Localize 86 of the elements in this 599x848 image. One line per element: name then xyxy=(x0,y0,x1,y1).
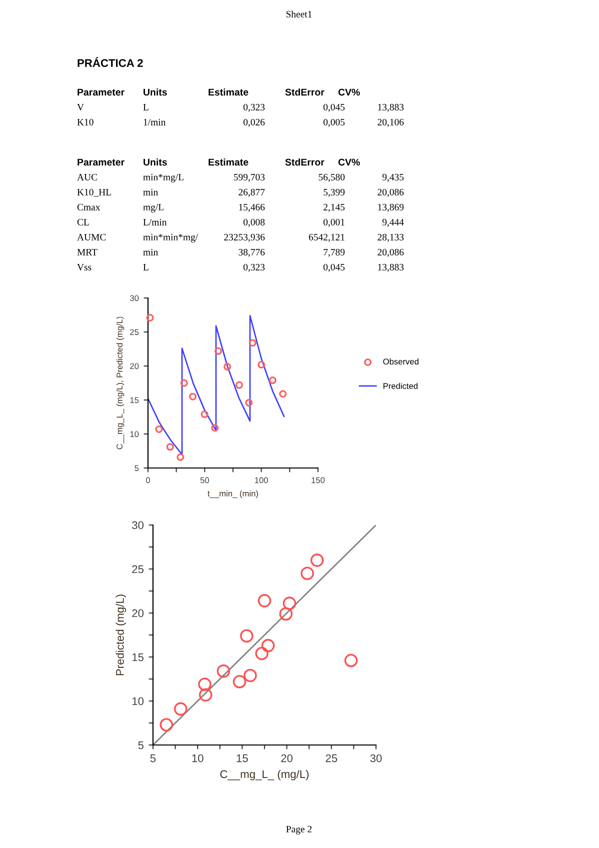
text: 0,323 xyxy=(243,104,265,112)
text: 5,399 xyxy=(324,188,345,197)
text: Estimate xyxy=(208,158,248,166)
x-axis-title: C__mg_L_ (mg/L) xyxy=(220,770,309,780)
text: 9,435 xyxy=(382,174,404,182)
y-tick-label: 5 xyxy=(138,741,144,750)
text: Parameter xyxy=(78,88,124,96)
text: 9,444 xyxy=(382,218,404,227)
text: K10 xyxy=(77,118,94,126)
text: 13,883 xyxy=(378,264,404,272)
text: 23253,936 xyxy=(224,234,265,242)
text: min*min*mg/ xyxy=(143,234,198,242)
text: 599,703 xyxy=(234,174,265,182)
text: PRÁCTICA 2 xyxy=(78,57,143,67)
legend-label: Predicted xyxy=(384,382,418,389)
text: min*mg/L xyxy=(143,174,184,182)
text: CL xyxy=(77,218,89,226)
text: 13,869 xyxy=(378,204,404,212)
x-tick-label: 0 xyxy=(146,477,150,484)
x-tick-label: 15 xyxy=(236,754,248,762)
text: 20,086 xyxy=(378,188,404,197)
x-tick-label: 20 xyxy=(281,754,293,762)
y-tick-label: 20 xyxy=(132,609,144,618)
text: MRT xyxy=(77,248,98,256)
x-tick-label: 50 xyxy=(200,477,209,484)
x-tick-label: 30 xyxy=(370,754,382,762)
text: 0,001 xyxy=(323,218,344,227)
text: 38,776 xyxy=(238,248,265,257)
text: StdError xyxy=(285,158,324,166)
legend-label: Observed xyxy=(383,358,418,365)
text: 6542,121 xyxy=(308,234,344,242)
text: 0,323 xyxy=(243,264,265,272)
text: Cmax xyxy=(77,204,100,210)
y-tick-label: 5 xyxy=(134,465,139,472)
text: Units xyxy=(144,158,167,166)
text: Parameter xyxy=(78,158,124,166)
text: 0,026 xyxy=(243,118,265,127)
text: Page 2 xyxy=(286,826,312,834)
y-tick-label: 30 xyxy=(132,521,144,530)
text: L xyxy=(143,264,148,270)
y-axis-title: Predicted (mg/L) xyxy=(116,594,126,676)
x-tick-label: 5 xyxy=(150,754,156,762)
y-tick-label: 15 xyxy=(130,397,139,404)
x-tick-label: 100 xyxy=(255,477,268,484)
x-tick-label: 150 xyxy=(312,477,325,484)
text: 20,086 xyxy=(378,248,404,257)
text: mg/L xyxy=(143,204,164,212)
text: L/min xyxy=(143,218,167,226)
text: 28,133 xyxy=(378,234,404,242)
text: 0,005 xyxy=(323,118,345,127)
text: K10_HL xyxy=(77,188,111,197)
text: 26,877 xyxy=(238,188,265,197)
text: V xyxy=(77,104,84,110)
text: 0,045 xyxy=(323,264,345,272)
text: Estimate xyxy=(208,88,248,96)
y-tick-label: 25 xyxy=(130,329,139,336)
y-tick-label: 10 xyxy=(130,431,139,438)
y-tick-label: 30 xyxy=(130,295,139,302)
y-tick-label: 25 xyxy=(132,565,144,574)
text: CV% xyxy=(338,88,360,96)
text: min xyxy=(143,248,158,256)
text: 7,789 xyxy=(324,248,345,257)
x-tick-label: 25 xyxy=(326,754,338,762)
x-axis-title: t__min_ (min) xyxy=(208,490,258,498)
text: 0,045 xyxy=(323,104,345,112)
text: AUMC xyxy=(77,234,106,240)
y-tick-label: 20 xyxy=(130,363,139,370)
x-tick-label: 10 xyxy=(192,754,204,762)
y-axis-title: C__mg_L_ (mg/L), Predicted (mg/L) xyxy=(116,316,124,450)
y-tick-label: 10 xyxy=(132,697,144,706)
y-tick-label: 15 xyxy=(132,653,144,662)
text: 13,883 xyxy=(378,104,404,112)
text: StdError xyxy=(285,88,324,96)
text: 20,106 xyxy=(378,118,404,127)
text: Vss xyxy=(77,264,92,270)
text: 15,466 xyxy=(239,204,265,212)
text: min xyxy=(143,188,158,196)
text: AUC xyxy=(77,174,97,180)
text: CV% xyxy=(338,158,360,166)
text: 2,145 xyxy=(324,204,345,212)
text: Units xyxy=(144,88,167,96)
text: Sheet1 xyxy=(286,10,312,18)
text: 0,008 xyxy=(243,218,265,227)
text: 56,580 xyxy=(318,174,345,182)
text: 1/min xyxy=(144,118,166,126)
text: L xyxy=(143,104,148,110)
